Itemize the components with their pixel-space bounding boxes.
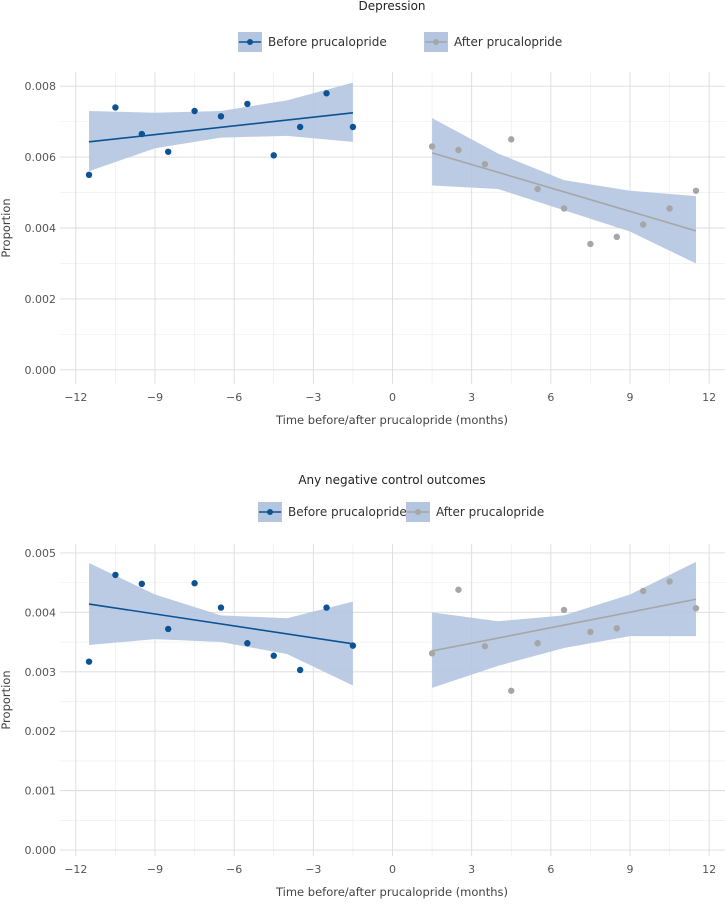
legend-point — [415, 509, 421, 515]
data-point-after — [428, 650, 436, 657]
data-point-after — [613, 233, 621, 241]
data-point-before — [164, 625, 172, 633]
data-point-after — [639, 221, 647, 228]
y-tick-label: 0.002 — [25, 725, 57, 738]
x-tick-label: 12 — [702, 863, 716, 876]
data-point-before — [349, 642, 357, 649]
data-point-after — [534, 640, 541, 647]
data-point-before — [191, 107, 198, 115]
y-tick-label: 0.000 — [25, 844, 57, 857]
y-tick-label: 0.002 — [25, 293, 57, 306]
x-axis-label: Time before/after prucalopride (months) — [275, 413, 508, 427]
legend-item-after: After prucalopride — [406, 502, 544, 522]
y-tick-label: 0.004 — [25, 606, 57, 619]
legend-point — [247, 39, 253, 45]
y-tick-label: 0.001 — [25, 785, 57, 798]
data-point-after — [613, 625, 621, 632]
data-point-after — [692, 604, 700, 612]
data-point-before — [323, 604, 330, 611]
data-point-before — [85, 658, 93, 665]
data-point-before — [296, 666, 304, 674]
data-point-before — [85, 171, 93, 179]
y-tick-label: 0.006 — [25, 151, 57, 164]
legend-point — [433, 39, 439, 45]
data-point-before — [323, 90, 330, 97]
data-point-before — [138, 580, 146, 588]
data-point-before — [138, 130, 146, 138]
fit-line-before — [88, 603, 354, 645]
chart-title: Depression — [358, 0, 425, 13]
chart-panel-1: −12 −9 −6 −3 0 3 6 9 12 0.000 0.002 0.004 0.006 0.008… — [0, 0, 725, 427]
legend-label: Before prucalopride — [288, 505, 407, 519]
data-point-after — [508, 136, 515, 143]
x-tick-label: 6 — [547, 863, 554, 876]
x-tick-label: 9 — [627, 391, 634, 404]
y-tick-label: 0.005 — [25, 547, 57, 560]
chart-panel-2: −12 −9 −6 −3 0 3 6 9 12 0.000 0.001 0.002 0.003 0.004… — [0, 473, 725, 899]
y-tick-label: 0.003 — [25, 666, 57, 679]
y-axis-label: Proportion — [0, 198, 13, 257]
y-tick-label: 0.008 — [25, 80, 57, 93]
y-tick-label: 0.000 — [25, 364, 57, 377]
y-axis-label: Proportion — [0, 670, 13, 729]
data-point-after — [534, 185, 541, 193]
legend-item-after: After prucalopride — [424, 32, 562, 52]
fit-line-after — [431, 152, 697, 232]
x-tick-label: −6 — [226, 863, 242, 876]
x-tick-label: −6 — [226, 391, 242, 404]
fit-line-before — [88, 111, 354, 143]
data-point-before — [164, 148, 172, 155]
y-tick-label: 0.004 — [25, 222, 57, 235]
data-point-after — [587, 240, 594, 248]
x-tick-label: 9 — [627, 863, 634, 876]
data-point-before — [244, 640, 251, 647]
data-point-before — [244, 100, 251, 108]
fit-line-after — [431, 598, 697, 652]
x-tick-label: −9 — [147, 863, 163, 876]
data-point-after — [455, 586, 462, 593]
x-tick-label: 0 — [389, 391, 396, 404]
legend-label: Before prucalopride — [268, 35, 387, 49]
data-point-after — [692, 187, 700, 194]
data-point-after — [560, 205, 568, 212]
x-tick-label: 12 — [702, 391, 716, 404]
x-tick-label: 3 — [468, 863, 475, 876]
x-tick-label: 3 — [468, 391, 475, 404]
data-point-after — [666, 578, 673, 585]
data-point-after — [639, 587, 647, 595]
data-point-after — [508, 687, 515, 694]
data-point-after — [428, 143, 436, 150]
chart-title: Any negative control outcomes — [298, 473, 485, 487]
legend-item-before: Before prucalopride — [258, 502, 407, 522]
data-point-before — [112, 104, 119, 111]
data-point-before — [270, 652, 277, 659]
data-point-before — [217, 113, 225, 120]
legend-label: After prucalopride — [436, 505, 544, 519]
x-tick-label: −12 — [64, 391, 87, 404]
data-point-after — [666, 205, 673, 212]
data-point-before — [349, 123, 357, 131]
data-point-before — [270, 152, 277, 159]
x-tick-label: 0 — [389, 863, 396, 876]
data-point-after — [587, 628, 594, 636]
legend-label: After prucalopride — [454, 35, 562, 49]
data-point-after — [481, 643, 489, 650]
data-point-before — [217, 604, 225, 611]
data-point-after — [560, 606, 568, 614]
data-point-after — [481, 160, 489, 168]
x-tick-label: 6 — [547, 391, 554, 404]
data-point-before — [191, 580, 198, 587]
legend-item-before: Before prucalopride — [238, 32, 387, 52]
confidence-band-after — [432, 118, 696, 264]
x-tick-label: −3 — [305, 391, 321, 404]
data-point-after — [455, 146, 462, 154]
x-tick-label: −9 — [147, 391, 163, 404]
x-tick-label: −12 — [64, 863, 87, 876]
x-axis-label: Time before/after prucalopride (months) — [275, 885, 508, 899]
legend-point — [267, 509, 273, 515]
data-point-before — [296, 123, 304, 131]
data-point-before — [112, 571, 119, 579]
x-tick-label: −3 — [305, 863, 321, 876]
